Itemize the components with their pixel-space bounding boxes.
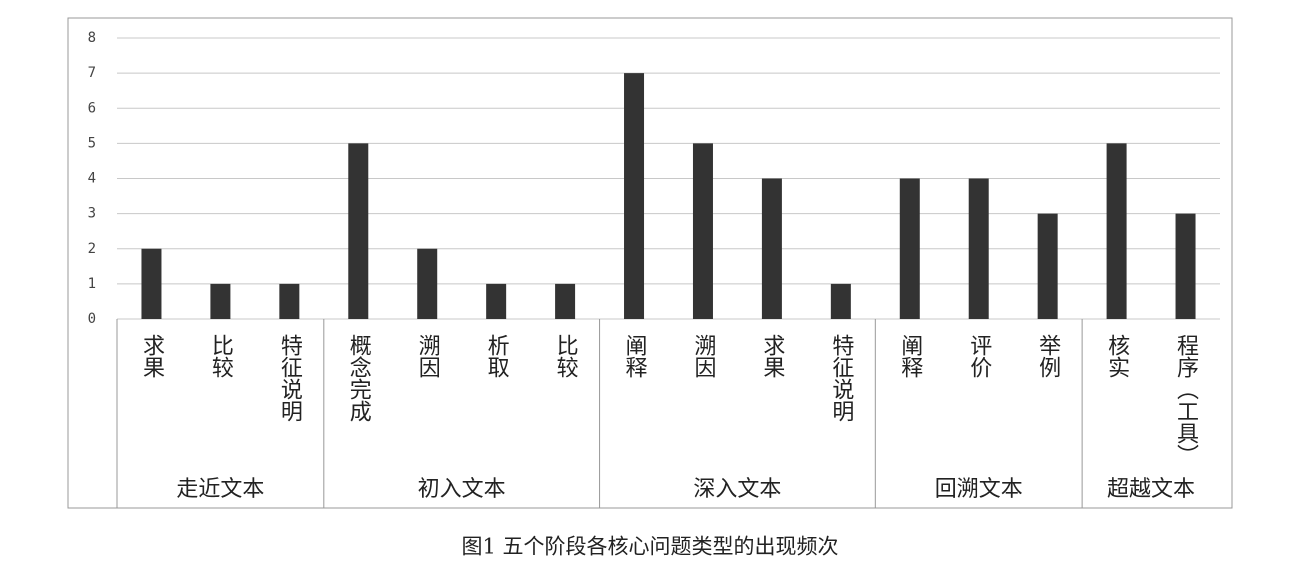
x-tick-label: 特征说明 (277, 334, 303, 422)
x-tick-label: 评价 (966, 334, 992, 378)
bar (279, 283, 300, 319)
bar (486, 283, 507, 319)
bar (348, 143, 369, 319)
x-tick-label: 特征说明 (828, 334, 854, 422)
group-label: 回溯文本 (935, 477, 1023, 502)
x-tick-label: 析取 (484, 334, 510, 378)
group-label: 走近文本 (176, 477, 264, 502)
x-tick-label: 溯因 (415, 334, 441, 378)
y-tick-label: 0 (88, 311, 96, 327)
bar (830, 283, 851, 319)
y-tick-label: 3 (88, 206, 96, 222)
bar (624, 73, 645, 319)
x-tick-label: 求果 (759, 334, 785, 378)
bar (692, 143, 713, 319)
x-tick-label: 概念完成 (346, 334, 372, 422)
x-tick-label: 溯因 (690, 334, 716, 378)
x-tick-label: 举例 (1035, 334, 1061, 378)
x-tick-label: 阐释 (897, 334, 923, 378)
x-tick-label: 程序（工具） (1173, 334, 1199, 466)
group-label: 初入文本 (418, 477, 506, 502)
bar (1106, 143, 1127, 319)
x-tick-label: 阐释 (622, 334, 648, 378)
y-tick-label: 4 (88, 171, 96, 187)
caption: 图1 五个阶段各核心问题类型的出现频次 (461, 535, 838, 559)
x-tick-label: 比较 (208, 334, 234, 378)
y-tick-label: 8 (88, 30, 96, 46)
bar (1037, 213, 1058, 319)
bar (141, 248, 162, 319)
x-tick-label: 比较 (553, 334, 579, 378)
bar (1175, 213, 1196, 319)
bar (968, 178, 989, 319)
group-label: 深入文本 (693, 477, 781, 502)
y-tick-label: 1 (88, 276, 96, 292)
y-tick-label: 6 (88, 100, 96, 116)
y-tick-label: 2 (88, 241, 96, 257)
bar (210, 283, 231, 319)
x-tick-label: 核实 (1104, 334, 1130, 378)
group-label: 超越文本 (1107, 477, 1195, 502)
bar (761, 178, 782, 319)
y-tick-label: 7 (88, 65, 96, 81)
bar (555, 283, 576, 319)
y-tick-label: 5 (88, 135, 96, 151)
x-tick-label: 求果 (139, 334, 165, 378)
bar (899, 178, 920, 319)
bar (417, 248, 438, 319)
